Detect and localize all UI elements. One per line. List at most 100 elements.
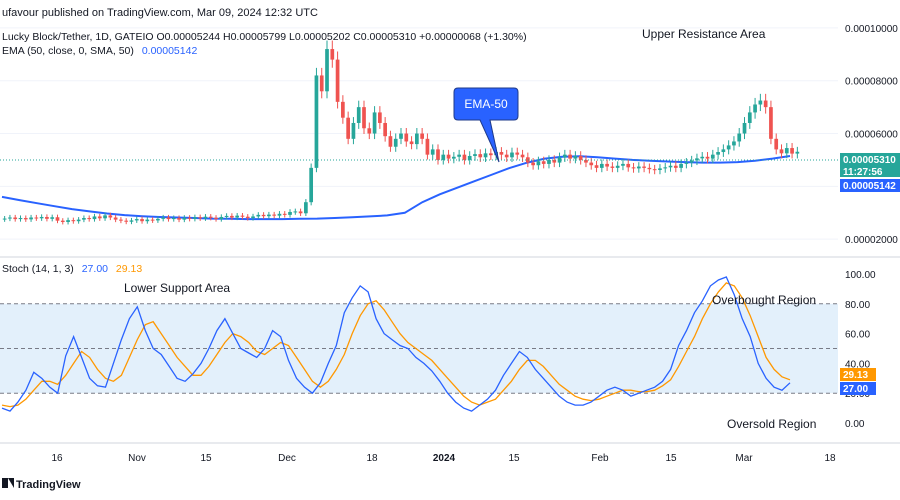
candle [235,212,240,221]
candle [214,215,218,222]
candle-body [166,217,171,220]
candle-body [161,217,166,219]
candle-body [515,152,520,155]
candle [330,40,335,68]
candle-body [293,211,298,213]
candle [621,159,625,171]
candle-body [721,149,726,153]
stoch-tick-label: 0.00 [845,419,865,430]
candle-body [171,218,176,220]
candle [795,146,800,159]
candle [425,133,430,160]
candle [605,159,609,171]
candle [134,216,139,223]
candle [92,213,97,222]
candle [547,155,551,169]
stoch-tick-label: 100.00 [845,270,876,281]
candle [8,214,12,222]
candle [647,163,652,174]
candle-body [219,216,224,220]
upper-resistance-label: Upper Resistance Area [642,27,766,41]
candle [695,153,699,166]
candle [467,151,472,165]
candle [663,162,668,173]
candle-body [367,128,372,134]
candle [309,163,314,206]
candle-body [642,166,646,168]
ema-50-path [1,155,791,221]
candle [779,144,784,159]
candle [552,155,557,168]
candle-body [483,153,488,158]
candle-body [568,154,572,159]
candle-body [446,154,451,159]
candle-body [2,218,7,220]
candle [224,213,229,220]
candle [383,117,387,142]
candle [267,211,271,219]
candle-body [663,167,668,169]
candle-body [430,149,435,155]
candle [705,152,710,164]
tradingview-brand: TradingView [16,479,81,491]
candle [108,212,113,221]
candle-body [732,141,736,146]
candle-body [388,136,393,147]
stoch-k-badge-value: 27.00 [843,384,868,395]
candle-body [108,215,113,218]
candle-body [425,138,430,155]
candle [124,218,129,225]
candle-body [499,152,504,155]
candle-body [261,214,266,217]
candle-body [187,217,192,219]
candle-body [547,159,551,164]
candle-body [145,219,150,222]
time-axis[interactable]: 16 Nov 15 Dec 18 2024 15 Feb 15 Mar 18 [51,453,836,464]
candle [288,209,292,218]
candle-body [341,101,345,118]
candle [29,214,33,222]
tradingview-logo-icon [2,478,14,488]
candle-body [240,215,245,217]
candle [39,214,44,221]
candle-body [488,153,493,156]
price-tick-label: 0.00002000 [845,235,898,246]
candle-body [605,163,609,167]
candle-body [39,216,44,219]
candle [140,216,144,224]
stoch-tick-label: 60.00 [845,330,870,341]
candle-body [541,161,546,164]
candle [277,211,282,219]
candle-body [330,49,335,60]
candle [203,214,208,221]
tradingview-logo[interactable]: TradingView [2,478,81,491]
candle-body [415,133,419,145]
candle [198,214,203,221]
candle-body [652,169,657,171]
candle [599,159,604,173]
ema-callout-label: EMA-50 [464,97,508,111]
candle [615,161,620,173]
stoch-k-badge: 27.00 [840,382,876,395]
candle-body [610,166,615,168]
candle [499,147,504,160]
candle-body [45,216,49,219]
candle-body [557,157,562,163]
price-tick-label: 0.00006000 [845,130,898,141]
candle-body [684,162,689,164]
candle [531,158,535,170]
candle [441,149,446,165]
candle-body [309,167,314,203]
candle-body [76,219,81,222]
candle-body [774,138,779,150]
candle [298,208,303,217]
candle-body [150,219,155,221]
candle [462,149,467,165]
publisher-line: ufavour published on TradingView.com, Ma… [2,7,318,19]
candle [103,212,107,221]
candle-body [23,218,28,220]
candle-body [87,218,92,220]
candle [293,208,298,215]
candle-body [256,214,261,217]
